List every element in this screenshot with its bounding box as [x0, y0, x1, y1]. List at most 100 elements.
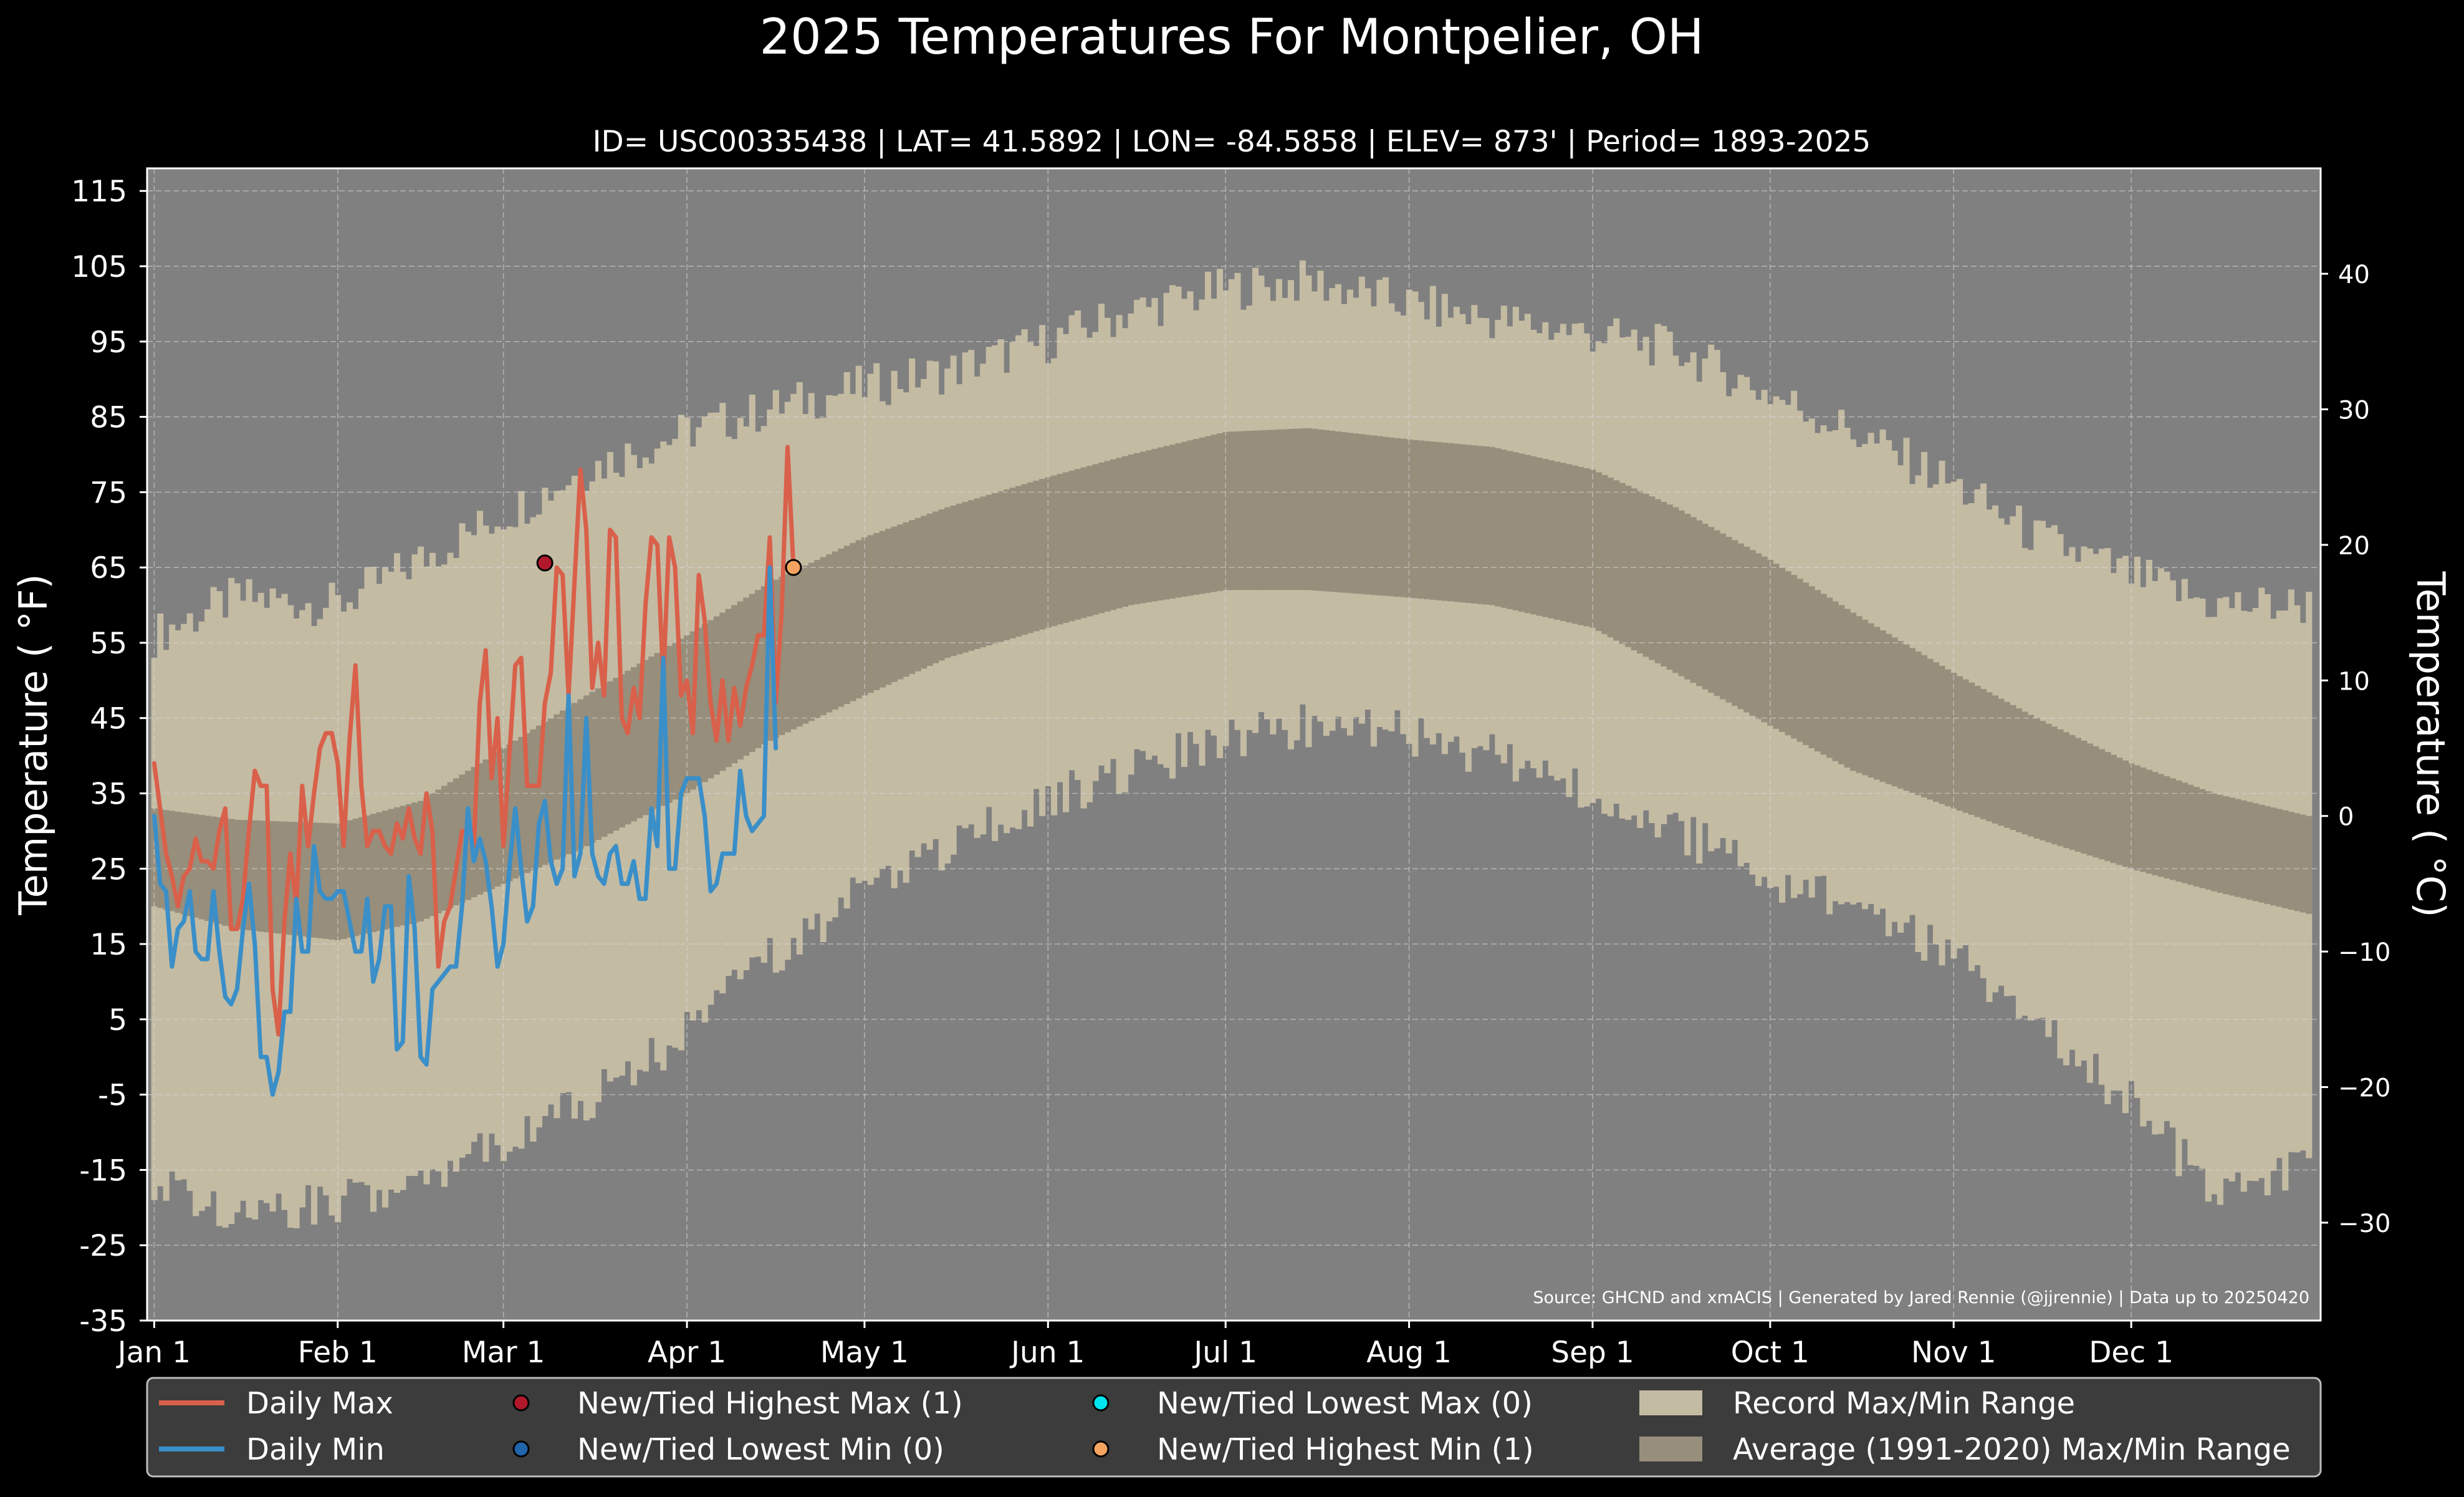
normal-range-bar — [577, 699, 584, 849]
record-range-bar — [2205, 617, 2212, 1202]
x-tick-label: Jul 1 — [1192, 1336, 1257, 1370]
y-axis-label-right: Temperature ( °C) — [2408, 571, 2453, 918]
normal-range-bar — [737, 601, 744, 760]
legend-label: Record Max/Min Range — [1733, 1386, 2075, 1421]
normal-range-bar — [1163, 446, 1170, 600]
normal-range-bar — [518, 736, 525, 876]
x-tick-label: Apr 1 — [648, 1336, 726, 1370]
normal-range-bar — [1761, 556, 1768, 723]
normal-range-bar — [1897, 641, 1904, 789]
normal-range-bar — [2276, 809, 2283, 907]
normal-range-bar — [944, 507, 951, 658]
normal-range-bar — [873, 532, 880, 690]
y-axis-label-left: Temperature ( °F) — [11, 574, 56, 915]
normal-range-bar — [2175, 780, 2182, 882]
normal-range-bar — [1329, 430, 1336, 592]
legend-swatch-dot — [512, 1394, 530, 1412]
normal-range-bar — [370, 814, 377, 933]
normal-range-bar — [547, 718, 554, 862]
record-marker — [536, 554, 554, 572]
normal-range-bar — [2181, 782, 2188, 883]
normal-range-bar — [264, 821, 271, 933]
normal-range-bar — [1678, 510, 1685, 676]
normal-range-bar — [1436, 442, 1442, 600]
normal-range-bar — [1317, 429, 1324, 591]
y-tick-label: -5 — [98, 1079, 127, 1113]
normal-range-bar — [1512, 452, 1519, 611]
plot-area: Source: GHCND and xmACIS | Generated by … — [146, 167, 2322, 1322]
record-range-bar — [2240, 610, 2247, 1192]
normal-range-bar — [914, 517, 921, 671]
normal-range-bar — [1429, 441, 1436, 600]
normal-range-bar — [654, 653, 661, 809]
normal-range-bar — [1702, 523, 1709, 690]
normal-range-bar — [950, 505, 957, 657]
normal-range-bar — [1649, 496, 1656, 660]
normal-range-bar — [1086, 466, 1093, 617]
y-tick-label: -25 — [79, 1229, 127, 1263]
legend-label: New/Tied Lowest Max (0) — [1157, 1386, 1533, 1421]
normal-range-bar — [648, 656, 655, 812]
normal-range-bar — [1642, 493, 1649, 657]
normal-range-bar — [1009, 488, 1016, 638]
normal-range-bar — [1151, 448, 1158, 602]
normal-range-bar — [1228, 431, 1235, 590]
normal-range-bar — [760, 586, 767, 744]
normal-range-bar — [400, 806, 406, 926]
normal-range-bar — [1027, 482, 1034, 633]
y-tick-label: 25 — [90, 852, 127, 887]
normal-range-bar — [1566, 464, 1573, 623]
normal-range-bar — [1968, 682, 1975, 816]
normal-range-bar — [2187, 784, 2194, 885]
y-tick-label-right: −20 — [2338, 1074, 2390, 1103]
normal-range-bar — [2294, 813, 2301, 912]
legend-swatch-dot — [512, 1440, 530, 1458]
normal-range-bar — [1181, 441, 1188, 597]
normal-range-bar — [1992, 695, 1999, 824]
record-range-bar — [2217, 598, 2223, 1205]
normal-range-bar — [701, 623, 708, 782]
normal-range-bar — [287, 821, 294, 935]
normal-range-bar — [1346, 433, 1353, 594]
normal-range-bar — [1886, 633, 1892, 784]
normal-range-bar — [2145, 769, 2152, 874]
normal-range-bar — [1874, 627, 1881, 780]
normal-range-bar — [1252, 430, 1259, 590]
normal-range-bar — [2264, 806, 2271, 904]
normal-range-bar — [276, 821, 282, 934]
normal-range-bar — [1548, 460, 1555, 619]
normal-range-bar — [1684, 514, 1691, 680]
normal-range-bar — [476, 763, 484, 895]
normal-range-bar — [1909, 648, 1916, 793]
normal-range-bar — [1033, 480, 1040, 632]
record-markers — [536, 554, 802, 576]
normal-range-bar — [921, 516, 928, 669]
normal-range-bar — [1240, 431, 1247, 590]
normal-range-bar — [2217, 794, 2223, 893]
normal-range-bar — [1216, 433, 1224, 591]
normal-range-bar — [843, 546, 850, 705]
normal-range-bar — [595, 688, 602, 840]
y-tick-label: 45 — [90, 702, 127, 736]
normal-range-bar — [2039, 721, 2046, 840]
normal-range-bar — [713, 616, 720, 775]
normal-range-bar — [1720, 533, 1727, 700]
normal-range-bar — [559, 710, 566, 857]
normal-range-bar — [885, 529, 892, 685]
normal-range-bar — [1732, 540, 1738, 706]
normal-range-bar — [1879, 630, 1886, 782]
normal-range-bar — [269, 821, 276, 933]
normal-range-bar — [382, 811, 389, 930]
normal-range-bar — [992, 493, 999, 644]
normal-range-bar — [1210, 435, 1217, 592]
record-range-bar — [2175, 601, 2182, 1177]
normal-range-bar — [1631, 488, 1637, 651]
plot-frame — [146, 167, 2322, 1322]
normal-range-bar — [1808, 586, 1815, 749]
normal-range-bar — [1015, 486, 1022, 637]
normal-range-bar — [305, 822, 312, 937]
normal-range-bar — [1080, 467, 1087, 619]
normal-range-bar — [1571, 465, 1578, 624]
y-tick-label-right: 0 — [2338, 803, 2354, 832]
normal-range-bar — [2199, 789, 2206, 888]
